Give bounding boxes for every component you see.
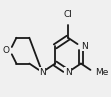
Text: N: N xyxy=(81,42,88,51)
Text: N: N xyxy=(39,68,46,77)
Text: Cl: Cl xyxy=(64,10,72,19)
Text: O: O xyxy=(2,46,9,55)
Text: N: N xyxy=(65,68,71,77)
Text: Me: Me xyxy=(95,68,108,77)
